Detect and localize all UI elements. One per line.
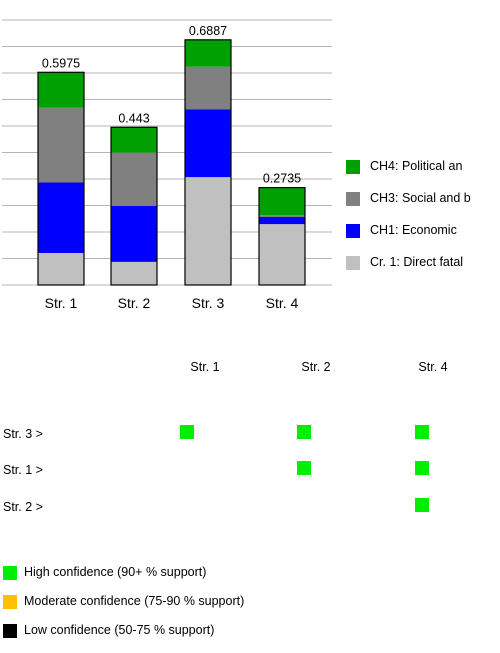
legend-label: CH4: Political an: [370, 159, 463, 173]
matrix-cell: [415, 425, 429, 439]
legend-swatch: [346, 160, 360, 174]
matrix-cell: [415, 461, 429, 475]
x-tick-label: Str. 3: [192, 295, 225, 311]
bar-segment: [111, 205, 157, 262]
bar-segment: [38, 107, 84, 183]
matrix-row-label: Str. 3 >: [3, 427, 43, 441]
bar-segment: [38, 252, 84, 285]
x-tick-label: Str. 1: [45, 295, 78, 311]
bar-segment: [185, 39, 231, 67]
bar-segment: [259, 224, 305, 285]
matrix-cell: [415, 498, 429, 512]
matrix-cell: [297, 461, 311, 475]
bar-outline: [37, 71, 85, 286]
confidence-swatch: [3, 624, 17, 638]
bar-segment: [185, 66, 231, 110]
confidence-swatch: [3, 595, 17, 609]
bar-segment: [111, 152, 157, 206]
bar-segment: [111, 127, 157, 153]
legend-label: CH1: Economic: [370, 223, 457, 237]
bar-segment: [111, 261, 157, 285]
matrix-column-header: Str. 2: [301, 360, 331, 374]
legend-label: CH3: Social and b: [370, 191, 471, 205]
bar-segment: [185, 109, 231, 178]
bar-segment: [185, 177, 231, 285]
confidence-label: High confidence (90+ % support): [24, 565, 207, 579]
matrix-cell: [297, 425, 311, 439]
confidence-label: Moderate confidence (75-90 % support): [24, 594, 245, 608]
bar-total-label: 0.5975: [42, 56, 80, 70]
legend-swatch: [346, 224, 360, 238]
bar-total-label: 0.6887: [189, 24, 227, 38]
x-tick-label: Str. 2: [118, 295, 151, 311]
bar-segment: [259, 187, 305, 216]
stacked-bar-chart: 0.5975 Str. 1 0.443 Str. 2 0.6887 Str. 3 0.273…: [2, 19, 332, 311]
x-tick-label: Str. 4: [266, 295, 299, 311]
matrix-column-header: Str. 1: [190, 360, 220, 374]
legend-label: Cr. 1: Direct fatal: [370, 255, 464, 269]
bar-total-label: 0.2735: [263, 172, 301, 186]
bar-segment: [259, 215, 305, 218]
confidence-label: Low confidence (50-75 % support): [24, 623, 215, 637]
matrix-row-label: Str. 2 >: [3, 500, 43, 514]
matrix-cell: [180, 425, 194, 439]
bar-total-label: 0.443: [118, 111, 149, 125]
matrix-row-label: Str. 1 >: [3, 463, 43, 477]
bar-segment: [38, 72, 84, 108]
bar-outline: [184, 39, 232, 286]
legend-swatch: [346, 192, 360, 206]
bar-segment: [38, 182, 84, 253]
legend-swatch: [346, 256, 360, 270]
confidence-swatch: [3, 566, 17, 580]
bar-outline: [258, 187, 306, 286]
bar-outline: [110, 126, 158, 286]
matrix-column-header: Str. 4: [418, 360, 448, 374]
bar-segment: [259, 217, 305, 225]
